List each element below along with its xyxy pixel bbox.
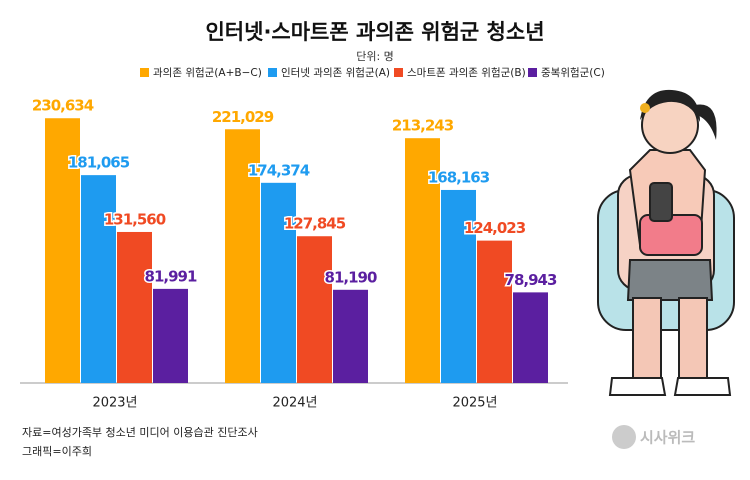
chart-subtitle: 단위: 명 <box>356 50 394 63</box>
value-label: 81,991 <box>145 267 197 285</box>
legend-swatch <box>268 68 277 77</box>
value-label: 124,023 <box>464 219 526 237</box>
legend-label: 중복위험군(C) <box>541 66 605 79</box>
x-tick-label: 2025년 <box>452 396 497 411</box>
value-label: 81,190 <box>325 268 377 286</box>
value-label: 181,065 <box>68 154 130 172</box>
logo-icon <box>612 425 636 449</box>
legend-label: 스마트폰 과의존 위험군(B) <box>407 66 526 79</box>
value-label: 221,029 <box>212 108 274 126</box>
x-tick-label: 2024년 <box>272 396 317 411</box>
source: 자료=여성가족부 청소년 미디어 이용습관 진단조사 <box>22 426 258 439</box>
value-label: 131,560 <box>104 210 166 228</box>
bar <box>405 138 440 383</box>
value-label: 174,374 <box>248 161 310 179</box>
bar <box>513 292 548 383</box>
chart-title: 인터넷·스마트폰 과의존 위험군 청소년 <box>205 20 544 44</box>
legend-label: 과의존 위험군(A+B−C) <box>153 66 262 79</box>
illustration <box>597 89 735 396</box>
bar <box>261 182 296 383</box>
bar <box>225 129 260 383</box>
bar <box>45 118 80 383</box>
value-label: 168,163 <box>428 168 490 186</box>
bar <box>297 236 332 383</box>
bar <box>117 231 152 383</box>
logo-text: 시사위크 <box>640 429 695 447</box>
bar <box>333 289 368 383</box>
legend-swatch <box>528 68 537 77</box>
x-tick-label: 2023년 <box>92 396 137 411</box>
bar <box>81 175 116 383</box>
legend-swatch <box>394 68 403 77</box>
bar <box>441 189 476 383</box>
bar <box>477 240 512 383</box>
value-label: 78,943 <box>505 271 557 289</box>
legend-swatch <box>140 68 149 77</box>
value-label: 127,845 <box>284 215 346 233</box>
logo: 시사위크 <box>612 425 695 449</box>
credit: 그래픽=이주희 <box>22 445 92 458</box>
bar <box>153 288 188 383</box>
legend-label: 인터넷 과의존 위험군(A) <box>281 66 390 79</box>
value-label: 213,243 <box>392 117 454 135</box>
value-label: 230,634 <box>32 97 94 115</box>
